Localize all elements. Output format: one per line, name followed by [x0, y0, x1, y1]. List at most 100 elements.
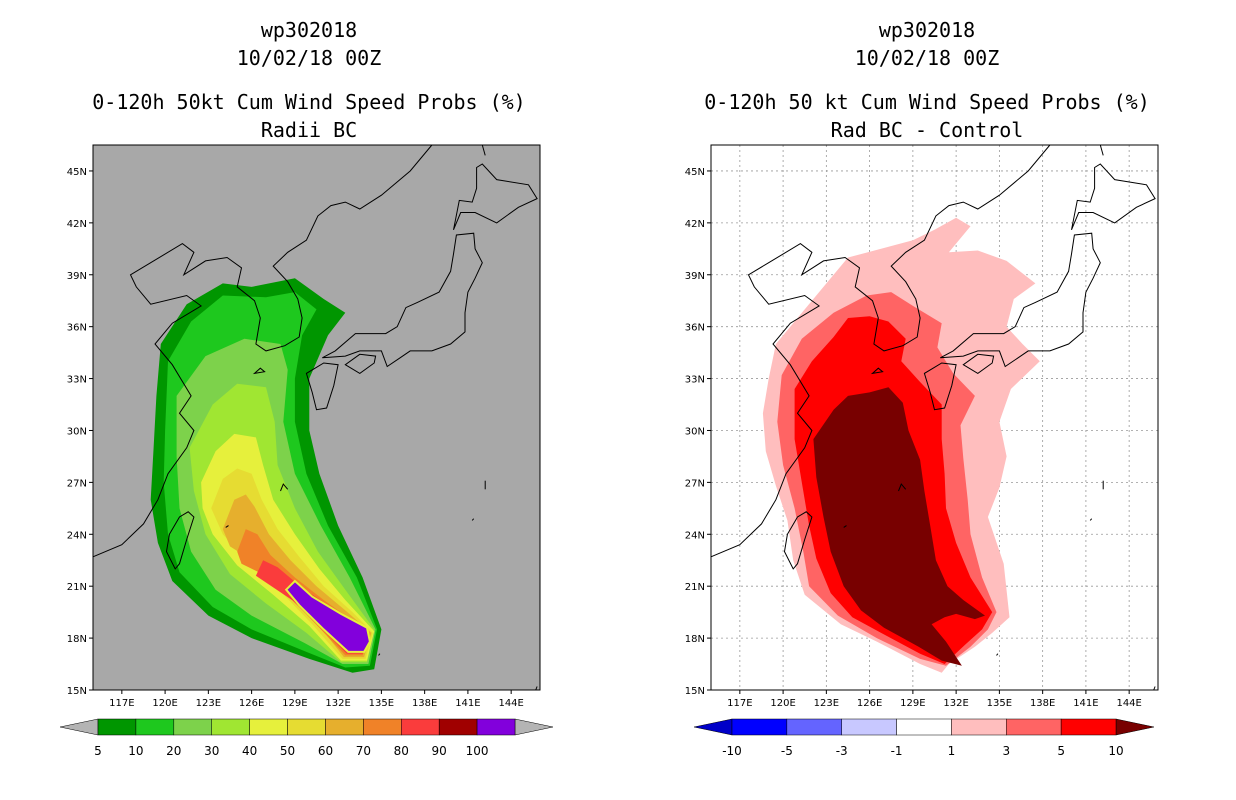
lon-tick-label: 135E [369, 698, 394, 709]
coastline [710, 144, 1156, 691]
coastline [92, 144, 538, 691]
storm-id-title: wp302018 [260, 18, 358, 42]
datetime-title: 10/02/18 00Z [854, 46, 1000, 70]
lat-tick-label: 36N [67, 323, 87, 334]
colorbar-box [173, 718, 212, 736]
lon-tick-label: 120E [152, 698, 177, 709]
colorbar-label: 5 [94, 744, 102, 758]
lon-tick-label: 117E [109, 698, 134, 709]
colorbar-label: -1 [891, 744, 903, 758]
coast-segment [225, 525, 229, 528]
probability-contours [150, 278, 382, 673]
colorbar-end-high [1115, 718, 1155, 736]
colorbar-box [951, 718, 1007, 736]
lat-tick-label: 30N [685, 426, 705, 437]
difference-map: 117E 120E 123E 126E 129E 132E 135E 138E 141E 144E… [685, 144, 1159, 758]
coast-segment [92, 144, 433, 558]
variant-title: Rad BC - Control [830, 118, 1024, 142]
colorbar: -10 -5 -3 -1 1 3 5 10 [693, 718, 1155, 758]
coast-segment [962, 353, 995, 374]
lon-tick-label: 120E [770, 698, 795, 709]
colorbar-box [731, 718, 788, 736]
storm-id-title: wp302018 [878, 18, 976, 42]
colorbar-label: -3 [836, 744, 848, 758]
colorbar-label: 5 [1057, 744, 1065, 758]
coast-segment [322, 232, 483, 368]
colorbar-label: 90 [432, 744, 447, 758]
coast-segment [453, 163, 538, 230]
coast-segment [344, 353, 377, 374]
map-frame [710, 144, 1159, 691]
colorbar-label: 50 [280, 744, 295, 758]
lat-tick-label: 30N [67, 426, 87, 437]
lat-tick-label: 45N [67, 167, 87, 178]
product-title: 0-120h 50 kt Cum Wind Speed Probs (%) [704, 90, 1150, 114]
coast-segment [783, 511, 813, 570]
coast-segment [870, 367, 884, 375]
coast-segment [1071, 163, 1156, 230]
coast-segment [165, 511, 195, 570]
colorbar-label: 100 [466, 744, 489, 758]
colorbar-box [1060, 718, 1117, 736]
colorbar-label: 40 [242, 744, 257, 758]
lat-tick-label: 18N [67, 634, 87, 645]
coast-segment [1099, 144, 1104, 156]
colorbar-label: 10 [128, 744, 143, 758]
axis-ticks: 117E 120E 123E 126E 129E 132E 135E 138E 141E 144E… [685, 167, 1142, 709]
lon-tick-label: 132E [325, 698, 350, 709]
lon-tick-label: 138E [412, 698, 437, 709]
lat-tick-label: 39N [685, 271, 705, 282]
lat-tick-label: 39N [67, 271, 87, 282]
coast-segment [535, 686, 538, 691]
coast-segment [940, 232, 1101, 368]
colorbar-label: 80 [394, 744, 409, 758]
colorbar-box [476, 718, 516, 736]
lon-tick-label: 129E [900, 698, 925, 709]
lon-tick-label: 141E [1073, 698, 1098, 709]
coast-segment [280, 483, 289, 492]
contour-prob-100 [286, 581, 370, 652]
lat-tick-label: 27N [67, 478, 87, 489]
coast-segment [843, 525, 847, 528]
lon-tick-label: 117E [727, 698, 752, 709]
coast-segment [1153, 686, 1156, 691]
lon-tick-label: 138E [1030, 698, 1055, 709]
colorbar-label: 30 [204, 744, 219, 758]
lat-tick-label: 21N [67, 582, 87, 593]
axis-ticks: 117E 120E 123E 126E 129E 132E 135E 138E 141E 144E… [67, 167, 524, 709]
lat-tick-label: 33N [685, 375, 705, 386]
left-panel: wp302018 10/02/18 00Z 0-120h 50kt Cum Wi… [59, 18, 554, 758]
coast-segment [481, 144, 486, 156]
lon-tick-label: 126E [857, 698, 882, 709]
lon-tick-label: 141E [455, 698, 480, 709]
lat-tick-label: 24N [685, 530, 705, 541]
colorbar-label: -10 [722, 744, 742, 758]
lat-tick-label: 21N [685, 582, 705, 593]
colorbar-box [135, 718, 175, 736]
colorbar-label: 70 [356, 744, 371, 758]
lat-tick-label: 36N [685, 323, 705, 334]
colorbar-box [363, 718, 402, 736]
coast-segment [305, 362, 339, 411]
lon-tick-label: 144E [498, 698, 523, 709]
coast-segment [252, 367, 266, 375]
coast-segment [898, 483, 907, 492]
lon-tick-label: 135E [987, 698, 1012, 709]
colorbar-end-high [514, 718, 554, 736]
colorbar-box [786, 718, 842, 736]
colorbar-box [841, 718, 897, 736]
colorbar-label: 1 [948, 744, 956, 758]
colorbar-box [896, 718, 952, 736]
lat-tick-label: 15N [67, 686, 87, 697]
colorbar-box [325, 718, 364, 736]
colorbar-label: 60 [318, 744, 333, 758]
probability-map: 117E 120E 123E 126E 129E 132E 135E 138E 141E 144E… [59, 144, 554, 758]
coast-segment [378, 653, 381, 656]
lon-tick-label: 123E [814, 698, 839, 709]
lat-tick-label: 27N [685, 478, 705, 489]
colorbar-box [249, 718, 288, 736]
colorbar-label: 20 [166, 744, 181, 758]
core-outline [284, 579, 371, 653]
datetime-title: 10/02/18 00Z [236, 46, 382, 70]
coast-segment [1089, 518, 1093, 521]
